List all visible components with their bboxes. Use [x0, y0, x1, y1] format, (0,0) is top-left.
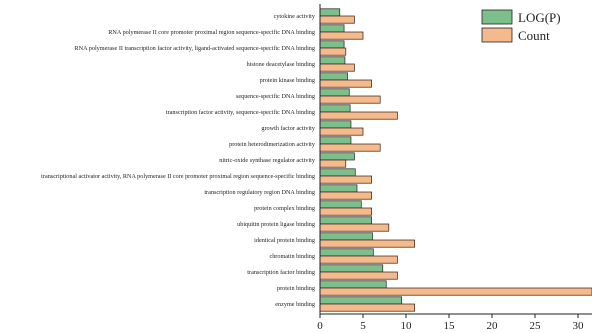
x-tick-label: 25	[530, 320, 542, 332]
category-label: transcriptional activator activity, RNA …	[41, 173, 315, 180]
bar-logp	[319, 200, 362, 209]
bar-logp	[319, 72, 348, 81]
category-label: nitric-oxide synthase regulator activity	[219, 157, 316, 164]
category-label: enzyme binding	[275, 301, 315, 308]
bar-count	[319, 15, 355, 24]
bar-logp	[319, 24, 345, 33]
bar-logp	[319, 296, 403, 305]
category-label: identical protein binding	[254, 237, 315, 244]
bars-group	[319, 8, 592, 312]
bar-count	[319, 31, 364, 40]
legend-label: LOG(P)	[518, 10, 561, 25]
x-axis: 0 5 10 15 20 25 30	[317, 4, 592, 332]
bar-count	[319, 255, 398, 264]
category-label: chromatin binding	[269, 253, 315, 260]
bar-count	[319, 303, 415, 312]
bar-count	[319, 191, 372, 200]
bar-logp	[319, 88, 350, 97]
legend-swatch	[481, 27, 513, 43]
bar-count	[319, 159, 347, 168]
category-label: sequence-specific DNA binding	[236, 93, 315, 100]
bar-count	[319, 127, 364, 136]
category-label: ubiquitin protein ligase binding	[237, 221, 315, 228]
category-label: protein binding	[277, 285, 315, 292]
legend: LOG(P) Count	[481, 9, 561, 43]
bar-logp	[319, 152, 355, 161]
category-label: protein kinase binding	[260, 77, 315, 84]
bar-logp	[319, 264, 384, 273]
bar-count	[319, 175, 372, 184]
x-tick-label: 15	[444, 320, 456, 332]
bar-count	[319, 207, 372, 216]
category-label: cytokine activity	[274, 13, 316, 20]
bar-logp	[319, 280, 387, 289]
bar-logp	[319, 120, 352, 129]
x-tick-label: 5	[360, 320, 366, 332]
bar-logp	[319, 104, 351, 113]
bar-logp	[319, 184, 358, 193]
bar-count	[319, 111, 398, 120]
category-label: growth factor activity	[261, 125, 316, 132]
category-label: RNA polymerase II core promoter proximal…	[108, 29, 315, 36]
bar-logp	[319, 232, 373, 241]
x-tick-label: 0	[317, 320, 323, 332]
bar-logp	[319, 56, 346, 65]
bar-count	[319, 47, 347, 56]
category-label: protein heterodimerization activity	[229, 141, 316, 148]
bar-logp	[319, 8, 341, 17]
bar-logp	[319, 40, 345, 49]
bar-count	[319, 271, 398, 280]
bar-logp	[319, 136, 352, 145]
category-label: histone deacetylase binding	[247, 61, 315, 68]
x-tick-label: 20	[487, 320, 499, 332]
category-label: transcription factor binding	[247, 269, 315, 276]
bar-count	[319, 63, 355, 72]
bar-count	[319, 143, 381, 152]
bar-logp	[319, 168, 356, 177]
bar-count	[319, 239, 415, 248]
bar-count	[319, 79, 372, 88]
category-label: protein complex binding	[254, 205, 315, 212]
bar-count	[319, 223, 390, 232]
x-tick-label: 30	[573, 320, 585, 332]
category-label: transcription regulatory region DNA bind…	[204, 189, 315, 196]
x-tick-label: 10	[401, 320, 413, 332]
legend-label: Count	[518, 28, 550, 43]
category-label: RNA polymerase II transcription factor a…	[75, 45, 316, 52]
bar-count	[319, 287, 592, 296]
category-label: transcription factor activity, sequence-…	[166, 109, 315, 116]
category-labels: enzyme binding protein binding transcripti…	[41, 13, 316, 308]
bar-logp	[319, 248, 374, 257]
legend-swatch	[481, 9, 513, 25]
bar-logp	[319, 216, 372, 225]
bar-count	[319, 95, 381, 104]
